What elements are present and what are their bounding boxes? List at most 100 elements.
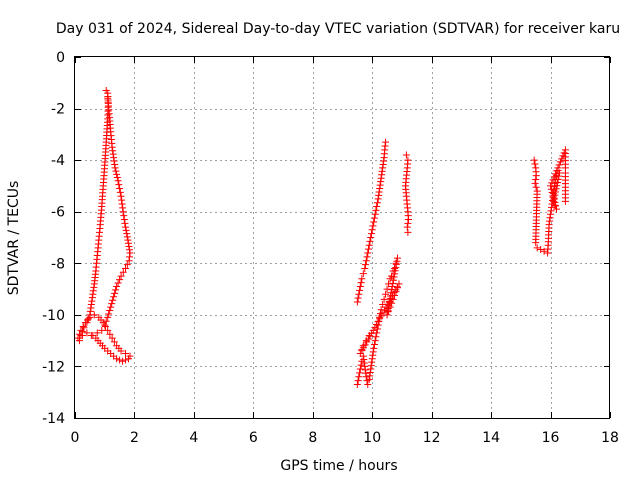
data-point (376, 315, 384, 323)
data-points (74, 87, 569, 388)
data-point (125, 257, 133, 265)
data-point (553, 205, 560, 213)
data-point (110, 293, 118, 301)
data-point (93, 329, 101, 337)
data-point (107, 303, 115, 311)
data-point (353, 298, 361, 306)
data-point (74, 334, 82, 342)
x-tick-label: 12 (423, 430, 441, 446)
data-point (361, 264, 369, 272)
data-point (370, 218, 378, 226)
data-point (389, 276, 397, 284)
data-point (98, 326, 106, 334)
data-point (532, 172, 540, 180)
data-point (369, 222, 377, 230)
data-point (77, 326, 85, 334)
data-point (556, 158, 564, 166)
data-point (371, 210, 379, 218)
y-tick-label: -14 (42, 411, 65, 427)
data-point (106, 330, 114, 338)
data-point (99, 319, 107, 327)
data-point (373, 199, 381, 207)
data-point (353, 380, 361, 388)
data-point (356, 369, 364, 377)
data-point (117, 272, 125, 280)
data-point (404, 228, 412, 236)
data-point (385, 297, 393, 305)
y-tick-label: -12 (42, 359, 65, 375)
data-point (115, 181, 123, 189)
data-point (393, 257, 401, 265)
data-point (364, 380, 372, 388)
data-point (356, 350, 364, 358)
data-point (110, 338, 118, 346)
data-point (365, 241, 373, 249)
data-point (355, 373, 363, 381)
data-point (102, 87, 110, 95)
data-point (123, 261, 131, 269)
x-tick-label: 14 (482, 430, 500, 446)
data-point (392, 264, 400, 272)
data-point (402, 151, 410, 159)
data-point (112, 167, 120, 175)
data-point (389, 292, 397, 300)
data-point (102, 317, 110, 325)
data-point (552, 188, 560, 196)
data-point (371, 323, 379, 331)
data-point (383, 285, 391, 293)
data-point (124, 239, 132, 247)
data-point (554, 164, 562, 172)
data-point (551, 199, 559, 207)
data-point (90, 311, 98, 319)
data-point (391, 270, 399, 278)
x-tick-label: 0 (71, 430, 80, 446)
data-point (390, 289, 398, 297)
data-point (370, 214, 378, 222)
data-point (532, 239, 540, 247)
x-tick-label: 2 (130, 430, 139, 446)
data-point (390, 273, 398, 281)
data-point (120, 212, 128, 220)
data-point (393, 283, 401, 291)
data-point (356, 286, 364, 294)
data-point (366, 237, 374, 245)
data-point (533, 244, 541, 252)
data-point (354, 377, 362, 385)
data-point (371, 337, 379, 345)
data-point (363, 253, 371, 261)
data-point (385, 307, 393, 315)
data-point (112, 286, 120, 294)
data-point (366, 332, 374, 340)
data-point (354, 294, 362, 302)
data-point (116, 188, 124, 196)
data-point (114, 279, 122, 287)
data-point (356, 282, 364, 290)
data-point (362, 257, 370, 265)
data-point (392, 260, 400, 268)
data-point (120, 215, 128, 223)
data-point (384, 308, 392, 316)
data-point (561, 197, 569, 205)
data-point (550, 195, 558, 203)
data-point (389, 279, 397, 287)
y-tick-label: -8 (51, 256, 65, 272)
data-point (540, 247, 548, 255)
data-point (122, 223, 130, 231)
data-point (355, 290, 363, 298)
x-axis-label: GPS time / hours (280, 458, 397, 474)
data-point (370, 341, 378, 349)
x-tick-label: 4 (189, 430, 198, 446)
data-point (122, 264, 130, 272)
data-point (553, 182, 561, 190)
data-point (121, 219, 129, 227)
data-point (119, 357, 127, 365)
data-point (382, 290, 390, 298)
data-point (108, 334, 116, 342)
data-point (105, 310, 113, 318)
axis-ticks: 0 2 4 6 8 10 12 14 16 18 0 -2 -4 -6 -8 -10 -12 -14 (42, 50, 619, 446)
data-point (385, 280, 393, 288)
data-point (116, 276, 124, 284)
data-point (108, 300, 116, 308)
data-point (560, 149, 568, 157)
data-point (387, 294, 395, 302)
